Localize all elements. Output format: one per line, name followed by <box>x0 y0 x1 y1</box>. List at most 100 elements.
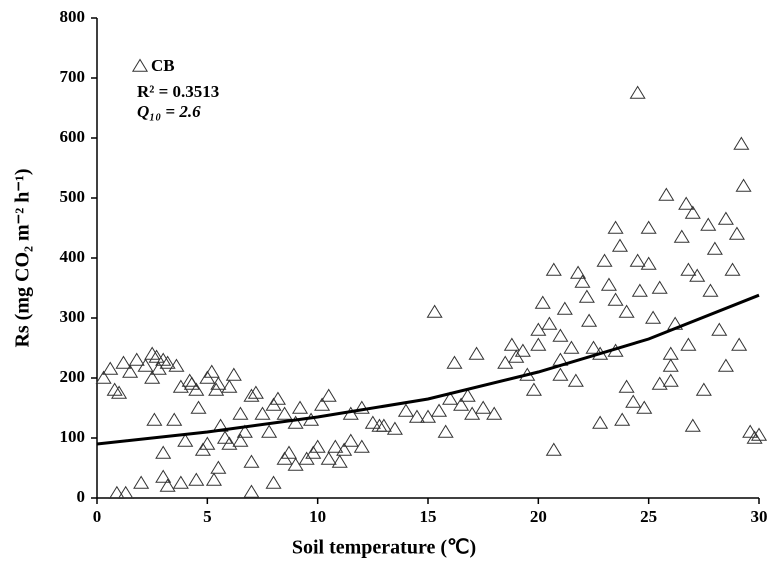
point <box>664 348 678 360</box>
x-tick-label: 30 <box>751 507 767 526</box>
point <box>593 417 607 429</box>
point <box>653 282 667 294</box>
point <box>233 435 247 447</box>
annotation: Q₁₀ = 2.6 <box>137 102 201 121</box>
y-tick-label: 600 <box>60 127 86 146</box>
point <box>432 405 446 417</box>
point <box>613 240 627 252</box>
point <box>734 138 748 150</box>
annotation: R² = 0.3513 <box>137 82 219 101</box>
point <box>580 291 594 303</box>
y-tick-label: 300 <box>60 307 86 326</box>
y-tick-label: 400 <box>60 247 86 266</box>
point <box>608 294 622 306</box>
point <box>558 303 572 315</box>
x-tick-label: 5 <box>203 507 212 526</box>
point <box>134 477 148 489</box>
point <box>582 315 596 327</box>
point <box>686 420 700 432</box>
point <box>642 222 656 234</box>
point <box>542 318 556 330</box>
point <box>703 285 717 297</box>
point <box>597 255 611 267</box>
point <box>244 486 258 498</box>
point <box>527 384 541 396</box>
point <box>333 456 347 468</box>
point <box>719 213 733 225</box>
point <box>244 456 258 468</box>
point <box>469 348 483 360</box>
x-tick-label: 15 <box>420 507 437 526</box>
point <box>169 360 183 372</box>
point <box>244 390 258 402</box>
point <box>233 408 247 420</box>
point <box>547 444 561 456</box>
point <box>439 426 453 438</box>
point <box>174 477 188 489</box>
point <box>569 375 583 387</box>
point <box>156 447 170 459</box>
point <box>266 477 280 489</box>
point <box>553 369 567 381</box>
point <box>615 414 629 426</box>
point <box>675 231 689 243</box>
point <box>642 258 656 270</box>
point <box>218 432 232 444</box>
point <box>531 339 545 351</box>
point <box>586 342 600 354</box>
legend-label: CB <box>151 56 175 75</box>
point <box>730 228 744 240</box>
point <box>399 405 413 417</box>
point <box>553 330 567 342</box>
point <box>736 180 750 192</box>
point <box>681 339 695 351</box>
x-tick-label: 0 <box>93 507 102 526</box>
point <box>476 402 490 414</box>
legend-marker <box>133 60 147 72</box>
point <box>681 264 695 276</box>
point <box>388 423 402 435</box>
y-tick-label: 800 <box>60 7 86 26</box>
point <box>679 198 693 210</box>
point <box>200 438 214 450</box>
point <box>719 360 733 372</box>
point <box>712 324 726 336</box>
point <box>205 366 219 378</box>
point <box>664 360 678 372</box>
point <box>447 357 461 369</box>
point <box>427 306 441 318</box>
point <box>619 381 633 393</box>
point <box>116 357 130 369</box>
point <box>167 414 181 426</box>
point <box>505 339 519 351</box>
point <box>626 396 640 408</box>
point <box>547 264 561 276</box>
point <box>630 255 644 267</box>
point <box>630 87 644 99</box>
point <box>147 414 161 426</box>
point <box>646 312 660 324</box>
point <box>322 390 336 402</box>
x-tick-label: 25 <box>640 507 657 526</box>
point <box>732 339 746 351</box>
x-tick-label: 20 <box>530 507 547 526</box>
point <box>536 297 550 309</box>
y-tick-label: 200 <box>60 367 86 386</box>
point <box>701 219 715 231</box>
point <box>191 402 205 414</box>
y-tick-label: 100 <box>60 427 86 446</box>
point <box>564 342 578 354</box>
y-tick-label: 700 <box>60 67 86 86</box>
y-tick-label: 0 <box>77 487 86 506</box>
point <box>189 474 203 486</box>
point <box>602 279 616 291</box>
point <box>725 264 739 276</box>
point <box>160 480 174 492</box>
x-tick-label: 10 <box>309 507 326 526</box>
y-axis-label: Rs (mg CO₂ m⁻² h⁻¹) <box>12 168 34 347</box>
point <box>697 384 711 396</box>
point <box>708 243 722 255</box>
point <box>227 369 241 381</box>
point <box>112 387 126 399</box>
